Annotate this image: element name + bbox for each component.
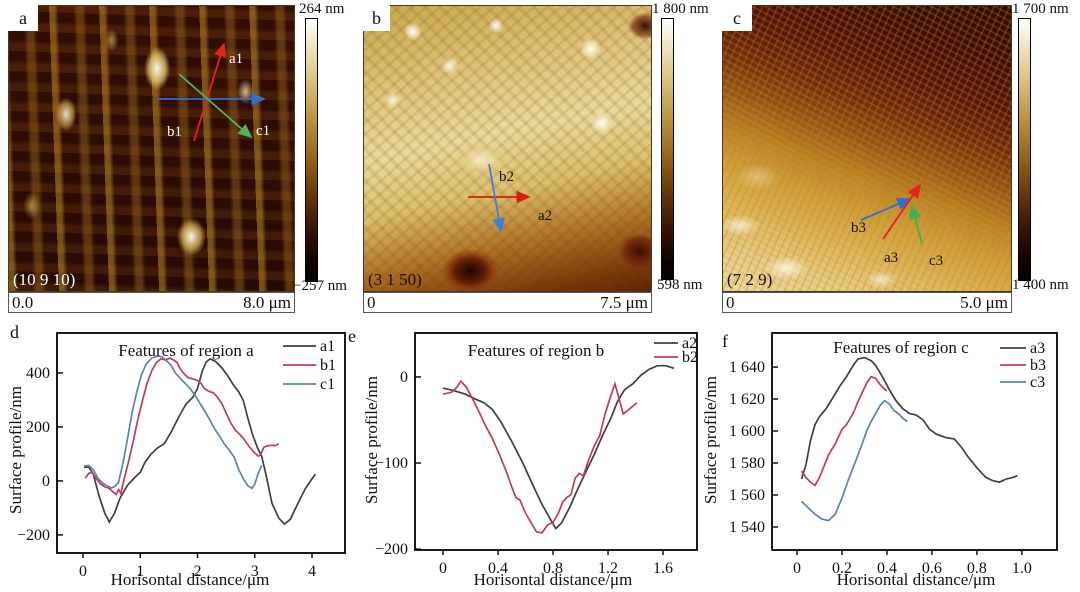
colorbar-max-a: 264 nm bbox=[299, 1, 345, 17]
scale-bar-b: 0 7.5 μm bbox=[363, 292, 652, 313]
svg-text:−200: −200 bbox=[17, 527, 50, 544]
scale-right-b: 7.5 μm bbox=[600, 292, 648, 312]
svg-text:0.4: 0.4 bbox=[488, 560, 508, 577]
svg-text:Features of region b: Features of region b bbox=[468, 341, 604, 360]
svg-text:0: 0 bbox=[793, 560, 801, 577]
svg-text:b2: b2 bbox=[499, 169, 514, 185]
svg-text:0: 0 bbox=[42, 473, 50, 490]
svg-text:Horisontal distance/μm: Horisontal distance/μm bbox=[111, 570, 270, 589]
svg-text:4: 4 bbox=[308, 563, 316, 580]
svg-text:0: 0 bbox=[400, 369, 408, 386]
scale-right-c: 5.0 μm bbox=[960, 292, 1008, 312]
scale-bar-c: 0 5.0 μm bbox=[722, 292, 1012, 313]
scale-left-c: 0 bbox=[726, 292, 735, 312]
colorbar-c bbox=[1018, 18, 1031, 281]
arrow-overlay-c: b3 a3 c3 bbox=[851, 183, 943, 269]
svg-text:400: 400 bbox=[26, 365, 50, 382]
svg-text:1.0: 1.0 bbox=[1012, 560, 1032, 577]
panel-letter-b: b bbox=[363, 5, 390, 31]
svg-text:0: 0 bbox=[439, 560, 447, 577]
chart-region-c: 0 0.2 0.4 0.6 0.8 1.0 1 640 1 620 1 600 1 580 1 56… bbox=[729, 332, 1058, 589]
svg-text:1 560: 1 560 bbox=[729, 487, 765, 504]
svg-text:a1: a1 bbox=[320, 338, 335, 355]
svg-text:b3: b3 bbox=[851, 220, 866, 236]
scale-bar-a: 0.0 8.0 μm bbox=[8, 292, 295, 313]
svg-text:Horisontal distance/μm: Horisontal distance/μm bbox=[474, 570, 633, 589]
svg-text:0.2: 0.2 bbox=[832, 560, 852, 577]
svg-text:a3: a3 bbox=[1030, 340, 1045, 357]
colorbar-min-c: 1 400 nm bbox=[1012, 277, 1069, 293]
colorbar-b bbox=[661, 18, 674, 280]
svg-text:c3: c3 bbox=[929, 253, 943, 269]
miller-index-a: (10 9 10) bbox=[13, 270, 76, 289]
svg-text:a3: a3 bbox=[884, 250, 898, 266]
afm-image-b: (3 1 50) a2 b2 bbox=[363, 5, 652, 292]
svg-text:b1: b1 bbox=[320, 357, 336, 374]
colorbar-a bbox=[305, 18, 318, 282]
svg-text:0.6: 0.6 bbox=[922, 560, 942, 577]
svg-text:a1: a1 bbox=[229, 51, 243, 67]
arrow-overlay-a: a1 b1 c1 bbox=[158, 42, 270, 142]
svg-text:1 620: 1 620 bbox=[729, 391, 765, 408]
svg-text:−200: −200 bbox=[375, 541, 408, 558]
svg-text:c1: c1 bbox=[256, 123, 270, 139]
svg-text:1 540: 1 540 bbox=[729, 519, 765, 536]
svg-text:1: 1 bbox=[136, 563, 144, 580]
svg-text:1.2: 1.2 bbox=[598, 560, 618, 577]
arrow-overlay-b: a2 b2 bbox=[468, 163, 552, 233]
svg-text:Horisontal distance/μm: Horisontal distance/μm bbox=[837, 570, 996, 589]
svg-text:1.6: 1.6 bbox=[653, 560, 673, 577]
chart-region-a: 0 1 2 3 4 400 200 0 −200 Features of region a Hori… bbox=[17, 332, 346, 589]
svg-text:1 600: 1 600 bbox=[729, 423, 765, 440]
scale-left-a: 0.0 bbox=[12, 292, 34, 312]
scale-right-a: 8.0 μm bbox=[243, 292, 291, 312]
svg-text:0.8: 0.8 bbox=[967, 560, 987, 577]
miller-index-c: (7 2 9) bbox=[727, 270, 773, 289]
svg-text:3: 3 bbox=[251, 563, 259, 580]
scale-left-b: 0 bbox=[367, 292, 376, 312]
panel-letter-a: a bbox=[8, 5, 38, 31]
svg-text:b3: b3 bbox=[1030, 357, 1046, 374]
panel-letter-f: f bbox=[722, 331, 728, 351]
svg-text:0: 0 bbox=[79, 563, 87, 580]
colorbar-max-b: 1 800 nm bbox=[652, 1, 709, 17]
panel-letter-e: e bbox=[348, 326, 356, 346]
chart-region-b: 0 0.4 0.8 1.2 1.6 0 −100 −200 Features of region… bbox=[375, 332, 698, 589]
colorbar-min-a: −257 nm bbox=[293, 278, 347, 294]
svg-text:0.8: 0.8 bbox=[543, 560, 563, 577]
svg-text:0.4: 0.4 bbox=[877, 560, 897, 577]
svg-text:200: 200 bbox=[26, 419, 50, 436]
svg-text:−100: −100 bbox=[375, 455, 408, 472]
svg-text:a2: a2 bbox=[538, 208, 552, 224]
y-axis-label-f: Surface profile/nm bbox=[701, 376, 720, 504]
svg-text:c3: c3 bbox=[1030, 374, 1045, 391]
svg-text:b2: b2 bbox=[682, 349, 698, 366]
colorbar-max-c: 1 700 nm bbox=[1012, 1, 1069, 17]
svg-text:2: 2 bbox=[194, 563, 202, 580]
svg-text:1 640: 1 640 bbox=[729, 359, 765, 376]
svg-text:Features of region a: Features of region a bbox=[118, 341, 254, 360]
panel-letter-d: d bbox=[10, 322, 19, 342]
svg-text:Features of region c: Features of region c bbox=[833, 338, 969, 357]
svg-text:1 580: 1 580 bbox=[729, 455, 765, 472]
panel-letter-c: c bbox=[722, 5, 752, 31]
afm-image-c: (7 2 9) b3 a3 c3 bbox=[722, 5, 1012, 292]
svg-text:b1: b1 bbox=[167, 124, 182, 140]
svg-text:c1: c1 bbox=[320, 376, 335, 393]
afm-image-a: (10 9 10) a1 b1 c1 bbox=[8, 5, 295, 292]
miller-index-b: (3 1 50) bbox=[368, 270, 422, 289]
colorbar-min-b: 598 nm bbox=[657, 277, 703, 293]
svg-text:a2: a2 bbox=[682, 335, 697, 352]
